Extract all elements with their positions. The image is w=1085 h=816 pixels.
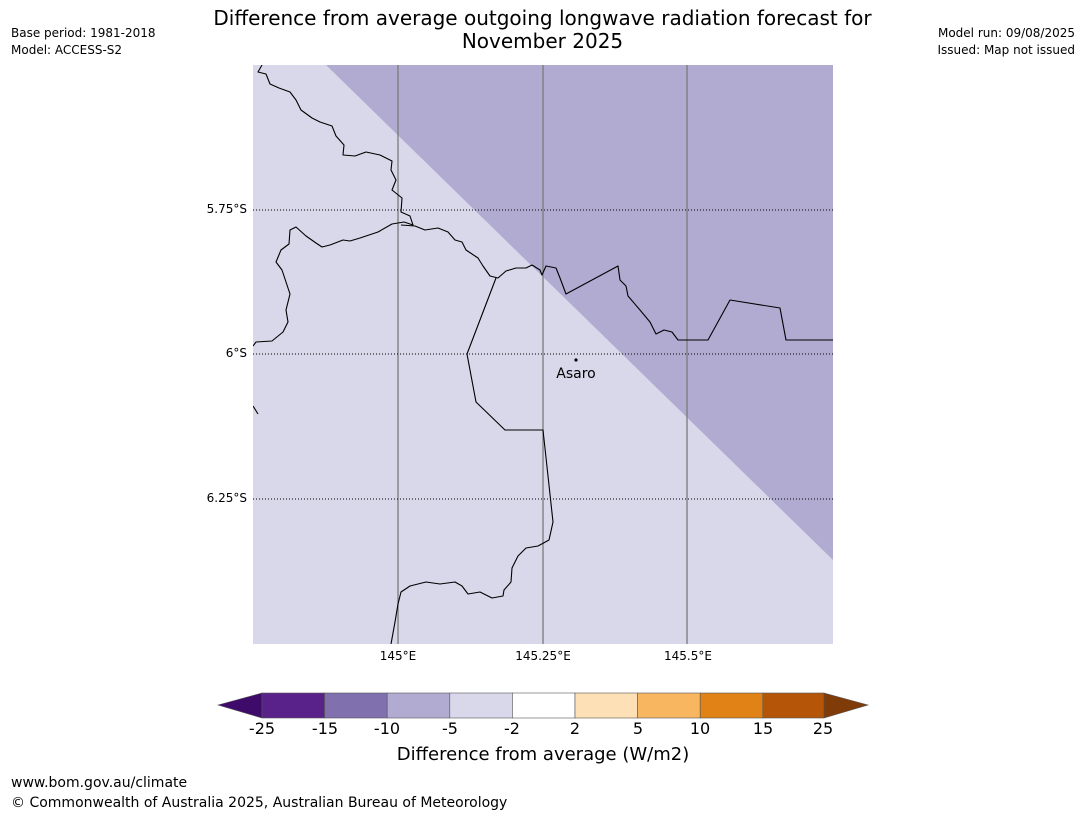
title-line-1: Difference from average outgoing longwav… xyxy=(213,6,872,30)
colorbar-tick: -5 xyxy=(442,719,458,738)
issued-text: Issued: Map not issued xyxy=(937,43,1075,57)
asaro-label: Asaro xyxy=(556,366,595,382)
lon-label-145-5e: 145.5°E xyxy=(664,649,712,663)
colorbar-tick: 15 xyxy=(752,719,774,738)
lat-label-6-25s: 6.25°S xyxy=(206,491,247,505)
colorbar-swatch xyxy=(699,692,764,719)
model-run-text: Model run: 09/08/2025 xyxy=(937,26,1075,40)
colorbar-swatch xyxy=(324,692,388,719)
colorbar-tick: 2 xyxy=(569,719,581,738)
lat-label-5-75s: 5.75°S xyxy=(206,202,247,216)
boundary-north xyxy=(253,65,414,347)
footer-copyright: © Commonwealth of Australia 2025, Austra… xyxy=(11,795,508,811)
colorbar-swatch xyxy=(261,692,325,719)
lat-label-6s: 6°S xyxy=(225,346,247,360)
colorbar-title: Difference from average (W/m2) xyxy=(396,744,690,765)
base-period-text: Base period: 1981-2018 xyxy=(11,26,156,40)
colorbar-swatch xyxy=(386,692,451,719)
colorbar-tick: -15 xyxy=(311,719,339,738)
colorbar-tick: 5 xyxy=(632,719,644,738)
colorbar-extend-low xyxy=(216,692,263,719)
colorbar-swatch xyxy=(637,692,701,719)
asaro-marker xyxy=(574,358,578,362)
colorbar-extend-high xyxy=(823,692,870,719)
colorbar-tick: -10 xyxy=(373,719,401,738)
boundary-south xyxy=(390,277,554,644)
boundary-east xyxy=(400,224,833,341)
anomaly-region-medium xyxy=(326,65,833,560)
colorbar-tick: -2 xyxy=(504,719,520,738)
lon-label-145-25e: 145.25°E xyxy=(515,649,571,663)
model-text: Model: ACCESS-S2 xyxy=(11,43,123,57)
footer-url[interactable]: www.bom.gov.au/climate xyxy=(11,775,188,791)
boundary-west-fragment xyxy=(253,405,259,415)
colorbar-tick: 25 xyxy=(812,719,834,738)
colorbar-swatch xyxy=(574,692,638,719)
lon-label-145e: 145°E xyxy=(379,649,417,663)
colorbar-swatch xyxy=(512,692,576,719)
map-title: Difference from average outgoing longwav… xyxy=(140,7,945,53)
colorbar-tick: 10 xyxy=(689,719,711,738)
colorbar-swatch xyxy=(762,692,825,719)
colorbar-tick: -25 xyxy=(248,719,276,738)
colorbar-swatch xyxy=(449,692,513,719)
title-line-2: November 2025 xyxy=(461,29,624,53)
